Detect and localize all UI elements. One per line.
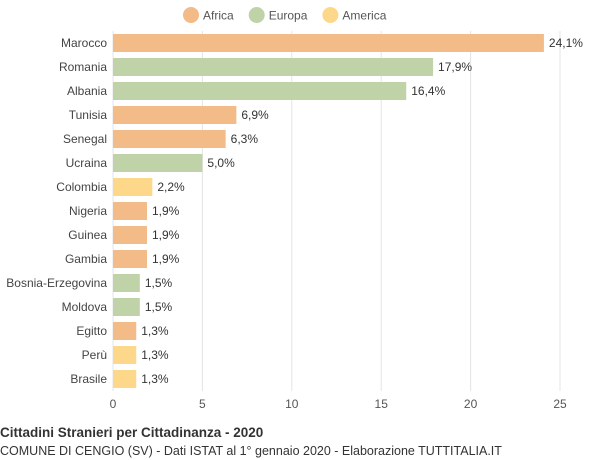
bar (113, 106, 237, 124)
category-label: Bosnia-Erzegovina (6, 276, 107, 290)
legend-swatch (248, 7, 265, 23)
bar (113, 322, 137, 340)
bar (113, 178, 153, 196)
x-tick-label: 10 (285, 397, 299, 411)
category-label: Tunisia (69, 108, 108, 122)
bar (113, 346, 137, 364)
value-label: 2,2% (157, 180, 185, 194)
legend: Africa Europa America (183, 7, 387, 23)
value-label: 1,3% (141, 324, 169, 338)
bars (113, 34, 544, 388)
category-label: Ucraina (66, 156, 108, 170)
value-label: 1,9% (152, 228, 180, 242)
bar (113, 82, 407, 100)
value-label: 6,9% (241, 108, 269, 122)
x-tick-label: 20 (464, 397, 478, 411)
category-label: Marocco (61, 36, 107, 50)
legend-label: America (342, 9, 386, 23)
value-label: 1,3% (141, 348, 169, 362)
bar-chart: Africa Europa America Marocco 24,1% Romania 1… (6, 7, 583, 411)
category-label: Albania (67, 84, 107, 98)
category-label: Gambia (65, 252, 107, 266)
bar (113, 154, 203, 172)
value-label: 1,9% (152, 204, 180, 218)
legend-label: Europa (269, 9, 308, 23)
value-label: 1,3% (141, 372, 169, 386)
chart-footer-subtitle: COMUNE DI CENGIO (SV) - Dati ISTAT al 1°… (0, 444, 502, 458)
bar (113, 226, 147, 244)
value-label: 1,9% (152, 252, 180, 266)
value-label: 16,4% (411, 84, 445, 98)
value-label: 6,3% (231, 132, 259, 146)
category-label: Brasile (70, 372, 107, 386)
category-labels: Marocco 24,1% Romania 17,9% Albania 16,4% Tuni… (6, 36, 583, 386)
bar (113, 130, 226, 148)
category-label: Egitto (76, 324, 107, 338)
legend-swatch (322, 7, 339, 23)
x-axis: 0 5 10 15 20 25 (110, 397, 567, 411)
bar (113, 250, 147, 268)
bar (113, 298, 140, 316)
value-label: 1,5% (145, 300, 173, 314)
category-label: Senegal (63, 132, 107, 146)
value-label: 24,1% (549, 36, 583, 50)
bar (113, 370, 137, 388)
chart-footer-title: Cittadini Stranieri per Cittadinanza - 2… (0, 425, 264, 440)
value-label: 17,9% (438, 60, 472, 74)
category-label: Guinea (68, 228, 107, 242)
legend-swatch (183, 7, 199, 23)
category-label: Moldova (62, 300, 108, 314)
x-tick-label: 25 (553, 397, 567, 411)
category-label: Nigeria (69, 204, 107, 218)
x-tick-label: 5 (199, 397, 206, 411)
category-label: Romania (59, 60, 107, 74)
legend-label: Africa (203, 9, 234, 23)
bar (113, 202, 147, 220)
bar (113, 58, 434, 76)
bar (113, 34, 544, 52)
value-label: 1,5% (145, 276, 173, 290)
x-tick-label: 15 (375, 397, 389, 411)
category-label: Perù (82, 348, 107, 362)
bar (113, 274, 140, 292)
category-label: Colombia (56, 180, 107, 194)
value-label: 5,0% (207, 156, 235, 170)
x-tick-label: 0 (110, 397, 117, 411)
